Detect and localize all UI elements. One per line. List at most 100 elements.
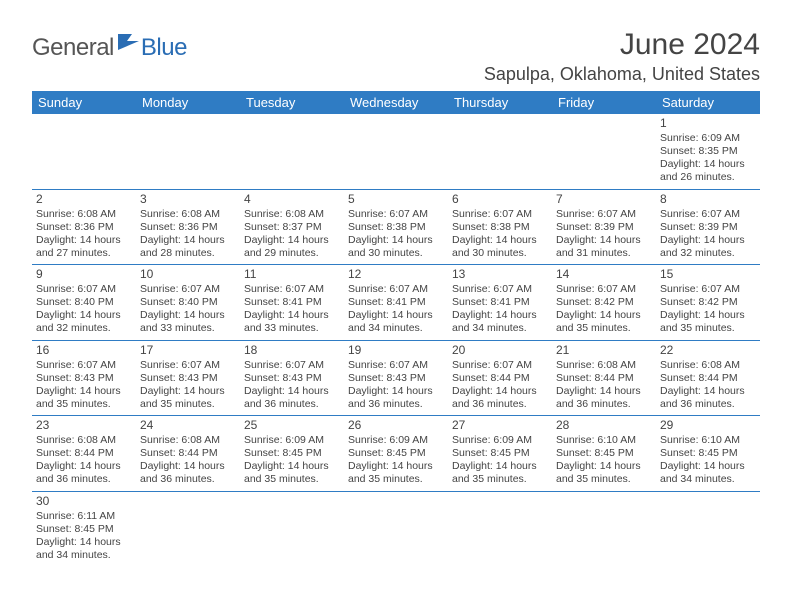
day-info-line: Sunset: 8:45 PM: [348, 447, 444, 460]
logo: General Blue: [32, 34, 187, 62]
week-row: 9Sunrise: 6:07 AMSunset: 8:40 PMDaylight…: [32, 265, 760, 341]
day-info-line: Daylight: 14 hours: [244, 385, 340, 398]
day-info-line: and 36 minutes.: [140, 473, 236, 486]
weekday-cell: Sunday: [32, 91, 136, 114]
calendar-grid: SundayMondayTuesdayWednesdayThursdayFrid…: [32, 91, 760, 566]
day-cell-empty: [240, 492, 344, 567]
day-cell-empty: [344, 114, 448, 189]
day-number: 26: [348, 418, 444, 433]
day-info-line: and 34 minutes.: [452, 322, 548, 335]
day-cell: 30Sunrise: 6:11 AMSunset: 8:45 PMDayligh…: [32, 492, 136, 567]
day-cell: 29Sunrise: 6:10 AMSunset: 8:45 PMDayligh…: [656, 416, 760, 491]
day-info-line: Sunrise: 6:07 AM: [244, 283, 340, 296]
day-number: 20: [452, 343, 548, 358]
day-info-line: Daylight: 14 hours: [244, 234, 340, 247]
day-info-line: Daylight: 14 hours: [36, 385, 132, 398]
day-cell: 25Sunrise: 6:09 AMSunset: 8:45 PMDayligh…: [240, 416, 344, 491]
day-info-line: Sunset: 8:45 PM: [244, 447, 340, 460]
day-info-line: and 35 minutes.: [556, 322, 652, 335]
day-cell-empty: [240, 114, 344, 189]
day-info-line: Sunset: 8:45 PM: [36, 523, 132, 536]
day-info-line: Sunset: 8:43 PM: [244, 372, 340, 385]
day-cell: 4Sunrise: 6:08 AMSunset: 8:37 PMDaylight…: [240, 190, 344, 265]
day-info-line: Daylight: 14 hours: [452, 234, 548, 247]
day-number: 18: [244, 343, 340, 358]
day-info-line: Sunrise: 6:08 AM: [244, 208, 340, 221]
day-info-line: and 35 minutes.: [348, 473, 444, 486]
day-cell: 20Sunrise: 6:07 AMSunset: 8:44 PMDayligh…: [448, 341, 552, 416]
day-number: 2: [36, 192, 132, 207]
day-cell: 8Sunrise: 6:07 AMSunset: 8:39 PMDaylight…: [656, 190, 760, 265]
day-info-line: Sunrise: 6:08 AM: [140, 208, 236, 221]
day-info-line: Sunrise: 6:09 AM: [452, 434, 548, 447]
day-number: 11: [244, 267, 340, 282]
day-cell: 16Sunrise: 6:07 AMSunset: 8:43 PMDayligh…: [32, 341, 136, 416]
day-cell: 1Sunrise: 6:09 AMSunset: 8:35 PMDaylight…: [656, 114, 760, 189]
day-info-line: Daylight: 14 hours: [556, 309, 652, 322]
logo-text-blue: Blue: [141, 34, 187, 62]
day-info-line: Sunrise: 6:07 AM: [140, 283, 236, 296]
day-info-line: and 36 minutes.: [36, 473, 132, 486]
day-cell: 27Sunrise: 6:09 AMSunset: 8:45 PMDayligh…: [448, 416, 552, 491]
day-cell-empty: [448, 492, 552, 567]
day-cell-empty: [448, 114, 552, 189]
day-number: 5: [348, 192, 444, 207]
day-cell: 2Sunrise: 6:08 AMSunset: 8:36 PMDaylight…: [32, 190, 136, 265]
week-row: 16Sunrise: 6:07 AMSunset: 8:43 PMDayligh…: [32, 341, 760, 417]
day-cell: 9Sunrise: 6:07 AMSunset: 8:40 PMDaylight…: [32, 265, 136, 340]
day-cell-empty: [344, 492, 448, 567]
location-text: Sapulpa, Oklahoma, United States: [32, 64, 760, 85]
day-info-line: Daylight: 14 hours: [140, 460, 236, 473]
day-info-line: Sunset: 8:39 PM: [660, 221, 756, 234]
day-info-line: Sunset: 8:44 PM: [140, 447, 236, 460]
day-info-line: Daylight: 14 hours: [452, 385, 548, 398]
day-info-line: Daylight: 14 hours: [660, 309, 756, 322]
day-info-line: Sunrise: 6:08 AM: [660, 359, 756, 372]
day-info-line: and 28 minutes.: [140, 247, 236, 260]
day-number: 29: [660, 418, 756, 433]
day-info-line: and 27 minutes.: [36, 247, 132, 260]
day-number: 7: [556, 192, 652, 207]
day-number: 8: [660, 192, 756, 207]
day-info-line: Sunrise: 6:07 AM: [348, 208, 444, 221]
day-number: 14: [556, 267, 652, 282]
day-info-line: Daylight: 14 hours: [244, 460, 340, 473]
day-info-line: Sunrise: 6:09 AM: [244, 434, 340, 447]
day-info-line: Sunset: 8:36 PM: [140, 221, 236, 234]
day-info-line: Sunrise: 6:09 AM: [660, 132, 756, 145]
day-info-line: and 26 minutes.: [660, 171, 756, 184]
day-number: 28: [556, 418, 652, 433]
day-info-line: and 33 minutes.: [244, 322, 340, 335]
day-info-line: and 35 minutes.: [556, 473, 652, 486]
day-info-line: Daylight: 14 hours: [140, 234, 236, 247]
day-info-line: Sunset: 8:35 PM: [660, 145, 756, 158]
day-cell: 12Sunrise: 6:07 AMSunset: 8:41 PMDayligh…: [344, 265, 448, 340]
day-info-line: and 32 minutes.: [660, 247, 756, 260]
day-info-line: and 31 minutes.: [556, 247, 652, 260]
day-cell-empty: [136, 114, 240, 189]
day-info-line: Sunset: 8:45 PM: [452, 447, 548, 460]
weekday-header-row: SundayMondayTuesdayWednesdayThursdayFrid…: [32, 91, 760, 114]
day-info-line: Sunrise: 6:07 AM: [140, 359, 236, 372]
day-info-line: Daylight: 14 hours: [348, 234, 444, 247]
day-info-line: Daylight: 14 hours: [140, 385, 236, 398]
day-info-line: Daylight: 14 hours: [556, 234, 652, 247]
day-cell-empty: [32, 114, 136, 189]
day-info-line: Sunrise: 6:07 AM: [36, 359, 132, 372]
day-info-line: Daylight: 14 hours: [36, 309, 132, 322]
day-info-line: Sunrise: 6:07 AM: [244, 359, 340, 372]
day-number: 3: [140, 192, 236, 207]
day-info-line: Daylight: 14 hours: [36, 460, 132, 473]
day-info-line: and 34 minutes.: [348, 322, 444, 335]
day-info-line: Sunset: 8:42 PM: [556, 296, 652, 309]
day-cell: 26Sunrise: 6:09 AMSunset: 8:45 PMDayligh…: [344, 416, 448, 491]
day-number: 12: [348, 267, 444, 282]
day-cell: 21Sunrise: 6:08 AMSunset: 8:44 PMDayligh…: [552, 341, 656, 416]
day-info-line: Sunset: 8:37 PM: [244, 221, 340, 234]
day-info-line: Sunset: 8:40 PM: [36, 296, 132, 309]
day-info-line: and 35 minutes.: [140, 398, 236, 411]
day-cell: 11Sunrise: 6:07 AMSunset: 8:41 PMDayligh…: [240, 265, 344, 340]
day-number: 9: [36, 267, 132, 282]
day-info-line: Sunrise: 6:09 AM: [348, 434, 444, 447]
day-info-line: Sunrise: 6:07 AM: [36, 283, 132, 296]
